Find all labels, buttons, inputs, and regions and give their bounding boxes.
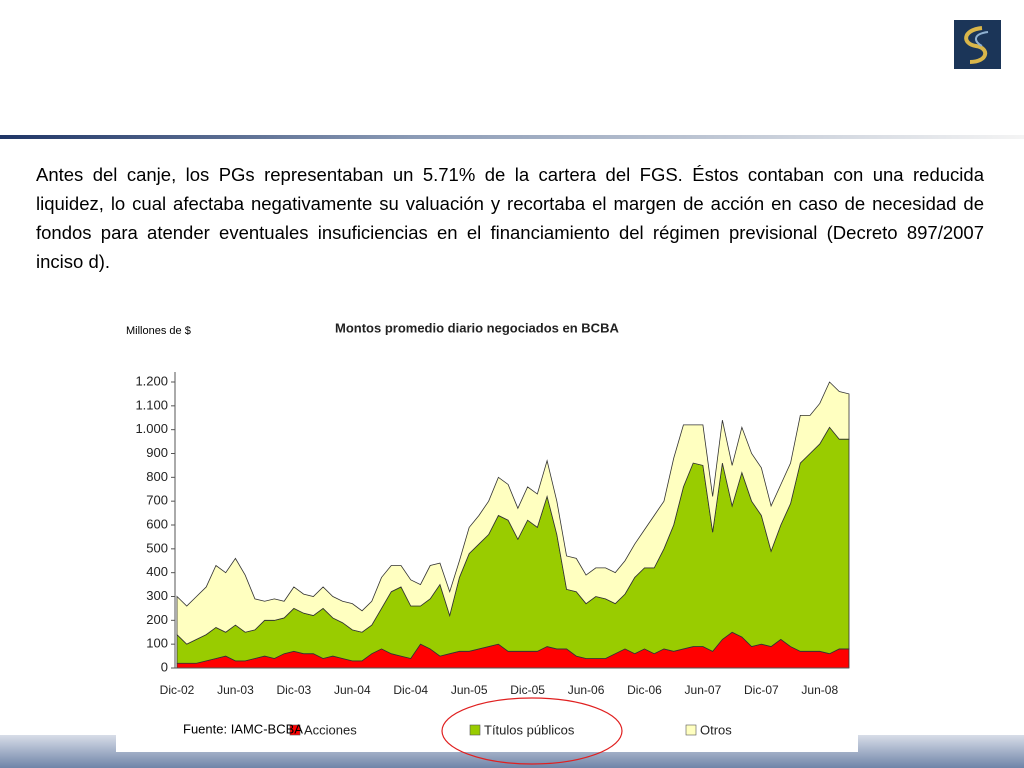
x-tick-label: Dic-06 xyxy=(627,683,662,697)
y-tick-label: 700 xyxy=(146,493,168,508)
source-note: Fuente: IAMC-BCBA xyxy=(183,721,303,736)
y-tick-label: 400 xyxy=(146,564,168,579)
y-tick-label: 800 xyxy=(146,469,168,484)
x-tick-label: Dic-02 xyxy=(160,683,195,697)
legend-label: Otros xyxy=(700,722,732,737)
legend-swatch xyxy=(289,724,301,736)
y-tick-label: 1.200 xyxy=(135,373,168,388)
x-tick-label: Dic-07 xyxy=(744,683,779,697)
y-tick-label: 900 xyxy=(146,445,168,460)
y-tick-label: 200 xyxy=(146,612,168,627)
x-tick-label: Jun-04 xyxy=(334,683,371,697)
chart-title: Montos promedio diario negociados en BCB… xyxy=(335,320,619,335)
highlight-ellipse xyxy=(441,697,623,765)
logo xyxy=(954,20,1001,69)
legend-label: Títulos públicos xyxy=(484,722,575,737)
y-tick-label: 0 xyxy=(161,659,168,674)
legend-swatch xyxy=(469,724,481,736)
y-tick-label: 300 xyxy=(146,588,168,603)
x-tick-label: Jun-06 xyxy=(568,683,605,697)
area xyxy=(176,381,850,645)
x-tick-label: Jun-08 xyxy=(801,683,838,697)
x-tick-label: Dic-03 xyxy=(277,683,312,697)
legend-swatch xyxy=(685,724,697,736)
x-tick-label: Dic-05 xyxy=(510,683,545,697)
x-tick-label: Jun-05 xyxy=(451,683,488,697)
y-tick-label: 600 xyxy=(146,516,168,531)
header-rule xyxy=(0,135,1024,139)
y-tick-label: 1.100 xyxy=(135,397,168,412)
x-tick-label: Dic-04 xyxy=(393,683,428,697)
paragraph: Antes del canje, los PGs representaban u… xyxy=(36,164,984,272)
y-tick-label: 500 xyxy=(146,540,168,555)
y-tick-label: 100 xyxy=(146,636,168,651)
x-tick-label: Jun-07 xyxy=(685,683,722,697)
x-tick-label: Jun-03 xyxy=(217,683,254,697)
y-axis-label: Millones de $ xyxy=(126,325,191,337)
y-tick-label: 1.000 xyxy=(135,421,168,436)
legend-label: Acciones xyxy=(304,722,357,737)
